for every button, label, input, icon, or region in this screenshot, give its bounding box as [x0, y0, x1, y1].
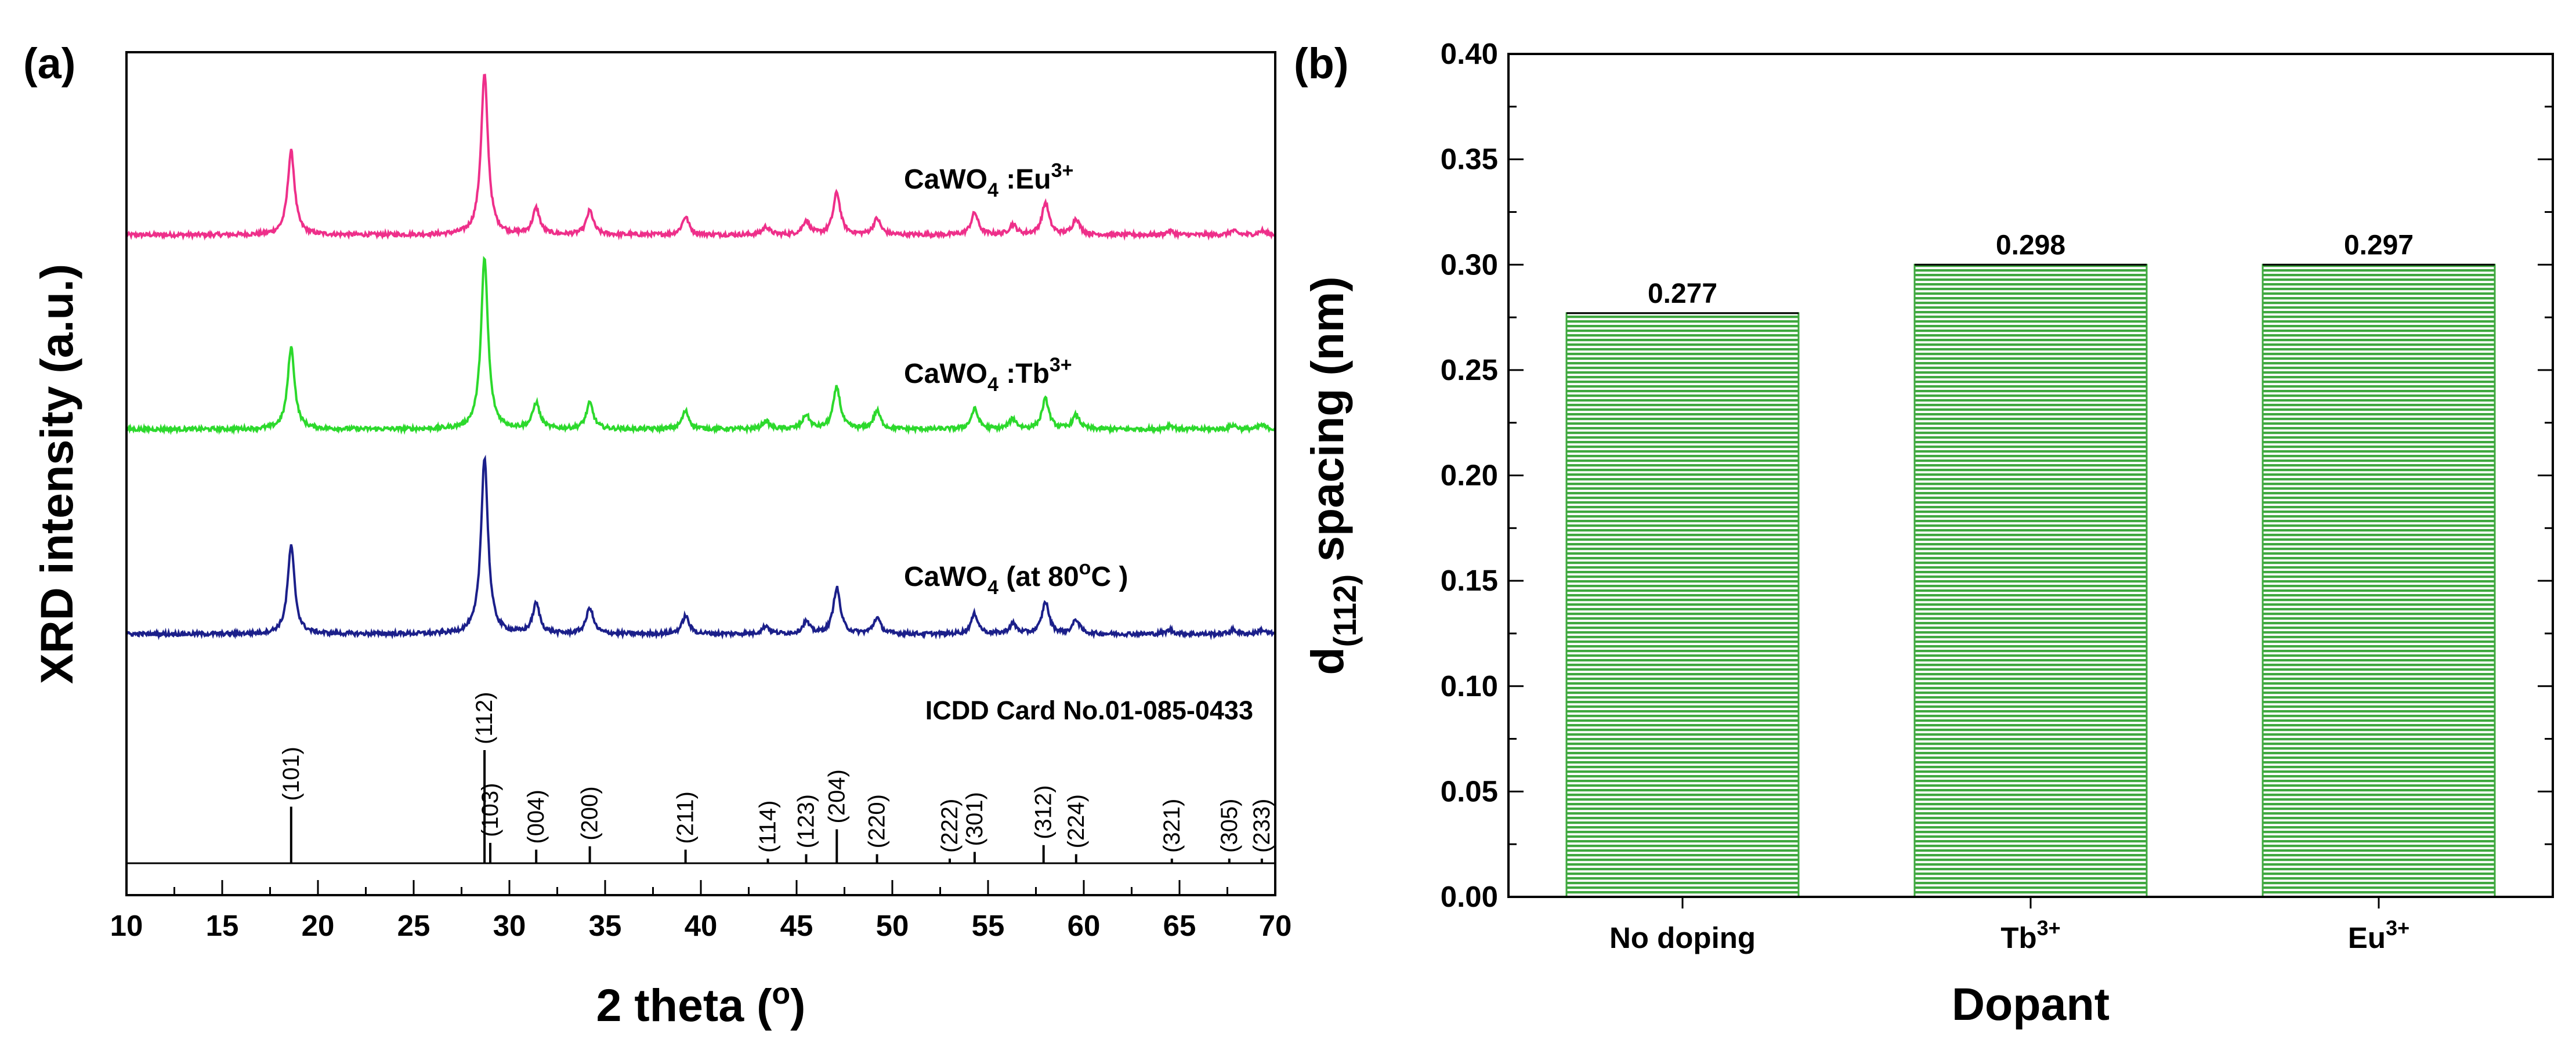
- xrd-series-line: [125, 74, 1276, 241]
- reference-hkl-label: (123): [794, 794, 819, 848]
- panel-a-label: (a): [23, 39, 75, 88]
- x-axis-a-tick-label: 25: [397, 909, 430, 942]
- panel-a: (a) CaWO4 :Eu3+ CaWO4 :Tb3+ CaWO4 (at 80oC…: [23, 39, 1291, 1031]
- y-axis-b-tick-label: 0.25: [1441, 353, 1498, 386]
- x-axis-a-tick-label: 60: [1068, 909, 1101, 942]
- bar-value-label: 0.277: [1648, 278, 1717, 309]
- x-axis-a-tick-label: 45: [780, 909, 813, 942]
- reference-hkl-label: (301): [962, 792, 987, 846]
- xrd-series-line: [125, 454, 1276, 640]
- bars-group: 0.277 0.298 0.297: [1565, 230, 2496, 898]
- reference-hkl-label: (004): [523, 790, 549, 844]
- reference-hkl-label: (305): [1217, 799, 1242, 853]
- reference-hkl-label: (114): [755, 801, 781, 853]
- reference-hkl-label: (222): [937, 799, 963, 853]
- reference-hkl-label: (200): [577, 786, 603, 840]
- x-axis-b-category-label: Tb3+: [2000, 916, 2060, 954]
- xrd-series-labels: CaWO4 :Eu3+ CaWO4 :Tb3+ CaWO4 (at 80oC ): [904, 160, 1128, 599]
- reference-hkl-label: (220): [864, 794, 890, 848]
- y-axis-b-tick-label: 0.00: [1441, 880, 1498, 913]
- series-label: CaWO4 :Eu3+: [904, 160, 1073, 201]
- x-axis-a-title: 2 theta (o): [596, 977, 806, 1031]
- x-axis-b: No doping Tb3+ Eu3+: [1609, 897, 2409, 954]
- series-label: CaWO4 (at 80oC ): [904, 557, 1128, 599]
- reference-hkl-label: (312): [1031, 785, 1057, 839]
- panel-b-label: (b): [1294, 39, 1349, 88]
- bar: [1565, 312, 1800, 898]
- x-axis-a-tick-label: 30: [493, 909, 526, 942]
- x-axis-a-tick-label: 55: [972, 909, 1005, 942]
- y-axis-a-title: XRD intensity (a.u.): [31, 264, 82, 684]
- x-axis-b-category-label: No doping: [1609, 921, 1756, 954]
- bar: [1913, 263, 2148, 898]
- y-axis-b-tick-label: 0.10: [1441, 669, 1498, 703]
- x-axis-a-tick-label: 50: [876, 909, 909, 942]
- x-axis-a-tick-label: 70: [1259, 909, 1292, 942]
- y-axis-b-tick-label: 0.20: [1441, 459, 1498, 492]
- x-axis-a: 10 15 20 25 30 35 40 45 50 55 60 65 70: [110, 880, 1292, 942]
- series-label: CaWO4 :Tb3+: [904, 354, 1072, 396]
- x-axis-a-tick-label: 35: [589, 909, 622, 942]
- reference-hkl-label: (211): [673, 791, 699, 844]
- x-axis-a-tick-label: 65: [1163, 909, 1196, 942]
- x-axis-a-tick-label: 20: [302, 909, 335, 942]
- reference-pattern: (101) (112) (103) (004) (200) (211) (114) (123)…: [126, 692, 1275, 864]
- reference-card-title: ICDD Card No.01-085-0433: [925, 696, 1253, 725]
- x-axis-b-category-label: Eu3+: [2348, 916, 2409, 954]
- xrd-series-line: [125, 256, 1276, 436]
- y-axis-b-tick-label: 0.30: [1441, 248, 1498, 281]
- y-axis-b-tick-label: 0.40: [1441, 37, 1498, 70]
- y-axis-b-tick-label: 0.35: [1441, 143, 1498, 176]
- x-axis-a-tick-label: 40: [685, 909, 718, 942]
- y-axis-b: 0.00 0.05 0.10 0.15 0.20 0.25 0.30 0.35 0.40: [1441, 37, 2553, 913]
- bar-value-label: 0.297: [2344, 230, 2414, 260]
- reference-hkl-label: (233): [1249, 799, 1275, 853]
- x-axis-a-tick-label: 15: [206, 909, 239, 942]
- x-axis-a-tick-label: 10: [110, 909, 143, 942]
- reference-hkl-label: (204): [824, 769, 849, 823]
- reference-hkl-label: (224): [1063, 794, 1089, 848]
- reference-hkl-label: (321): [1159, 799, 1185, 853]
- xrd-series-group: [125, 74, 1276, 640]
- y-axis-b-tick-label: 0.05: [1441, 774, 1498, 808]
- x-axis-b-title: Dopant: [1952, 978, 2110, 1030]
- bar-value-label: 0.298: [1996, 230, 2065, 260]
- panel-b: (b) 0.277 0.298 0.297 0.00 0.05 0.10 0.15 0.20…: [1294, 37, 2554, 1030]
- y-axis-b-title: d(112) spacing (nm): [1301, 276, 1363, 675]
- y-axis-b-tick-label: 0.15: [1441, 564, 1498, 597]
- bar: [2262, 263, 2496, 898]
- reference-hkl-label: (112): [472, 692, 497, 744]
- reference-hkl-label: (101): [278, 747, 304, 801]
- reference-hkl-label: (103): [477, 783, 503, 837]
